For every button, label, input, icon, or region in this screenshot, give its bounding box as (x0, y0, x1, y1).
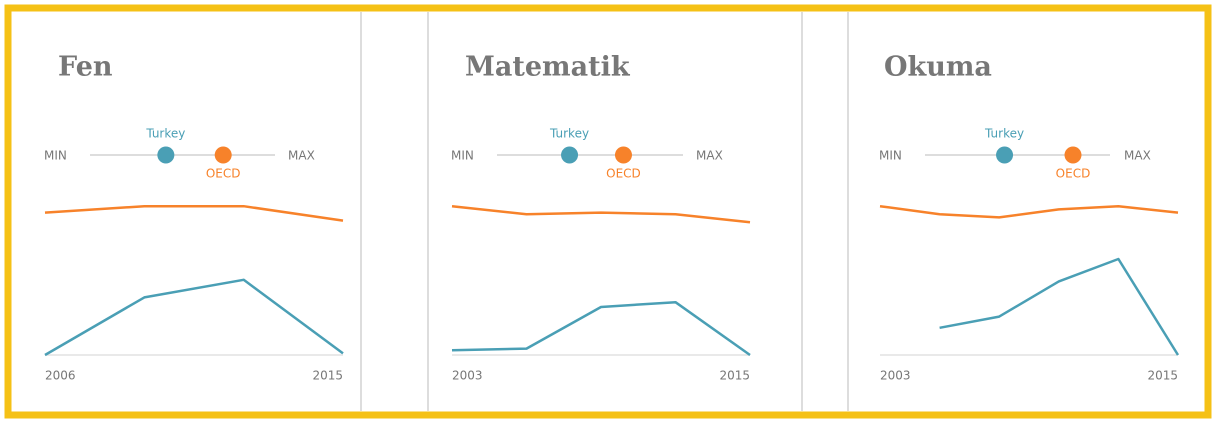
series-line (939, 257, 1180, 356)
slider-min-label: MIN (879, 149, 902, 163)
x-tick-label: 2003 (880, 369, 911, 383)
slider-dot (157, 146, 175, 164)
slider-max-label: MAX (1124, 149, 1151, 163)
slider-max-label: MAX (696, 149, 723, 163)
slider-dot (614, 146, 632, 164)
slider-dot-label: OECD (206, 167, 241, 181)
x-tick-label: 2015 (1147, 369, 1178, 383)
slider-dot-label: OECD (606, 167, 641, 181)
slider-min-label: MIN (451, 149, 474, 163)
x-tick-label: 2003 (452, 369, 483, 383)
slider-dot-label: Turkey (145, 127, 185, 141)
slider-dot-label: Turkey (549, 127, 589, 141)
frame (4, 4, 1212, 419)
slider-min-label: MIN (44, 149, 67, 163)
series-line (451, 300, 751, 357)
series-line (44, 204, 344, 222)
slider-dot (1064, 146, 1082, 164)
series-line (879, 204, 1179, 219)
chart-title: Okuma (884, 52, 992, 83)
chart-title: Fen (58, 52, 113, 83)
slider-dot (996, 146, 1014, 164)
slider-dot-label: OECD (1056, 167, 1091, 181)
slider-dot (561, 146, 579, 164)
slider-max-label: MAX (288, 149, 315, 163)
series-line (44, 278, 344, 357)
slider-dot-label: Turkey (984, 127, 1024, 141)
x-tick-label: 2015 (719, 369, 750, 383)
series-line (451, 204, 751, 224)
chart-title: Matematik (465, 52, 631, 83)
x-tick-label: 2006 (45, 369, 76, 383)
slider-dot (214, 146, 232, 164)
x-tick-label: 2015 (312, 369, 343, 383)
